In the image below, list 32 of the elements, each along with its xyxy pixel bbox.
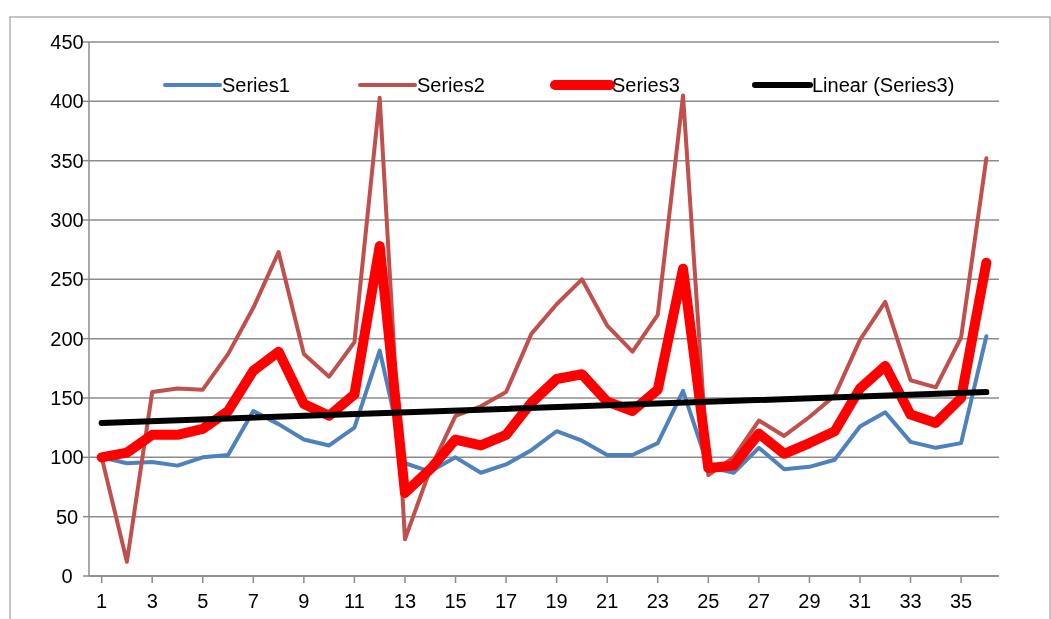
y-tick-label: 250 [50,268,84,291]
y-tick-label: 0 [61,565,73,587]
x-tick-label: 35 [949,590,973,612]
x-tick-label: 7 [247,590,259,612]
y-tick-label: 50 [55,505,79,528]
x-tick-label: 19 [545,590,568,612]
x-tick-label: 23 [646,590,669,612]
y-tick-label: 150 [50,387,84,409]
y-tick-label: 400 [50,90,84,113]
x-tick-label: 9 [298,590,310,612]
y-tick-label: 100 [50,446,84,469]
legend-label: Series3 [612,74,680,96]
y-tick-label: 450 [50,31,84,53]
legend-label: Series1 [222,74,290,96]
y-tick-label: 300 [50,209,84,231]
x-tick-label: 15 [444,590,467,612]
legend-label: Linear (Series3) [812,74,955,96]
x-tick-label: 27 [747,590,770,612]
x-tick-label: 25 [697,590,720,612]
x-tick-label: 21 [596,590,619,612]
y-tick-label: 350 [50,149,84,172]
x-tick-label: 3 [146,590,158,612]
x-tick-label: 33 [899,590,922,612]
x-tick-label: 13 [393,590,417,612]
legend-label: Series2 [417,74,485,96]
x-tick-label: 1 [96,590,108,612]
x-tick-label: 5 [197,590,209,612]
x-tick-label: 11 [344,590,365,612]
x-tick-label: 29 [798,590,821,612]
y-tick-label: 200 [50,327,84,350]
x-tick-label: 31 [848,590,872,612]
x-tick-label: 17 [494,590,518,612]
